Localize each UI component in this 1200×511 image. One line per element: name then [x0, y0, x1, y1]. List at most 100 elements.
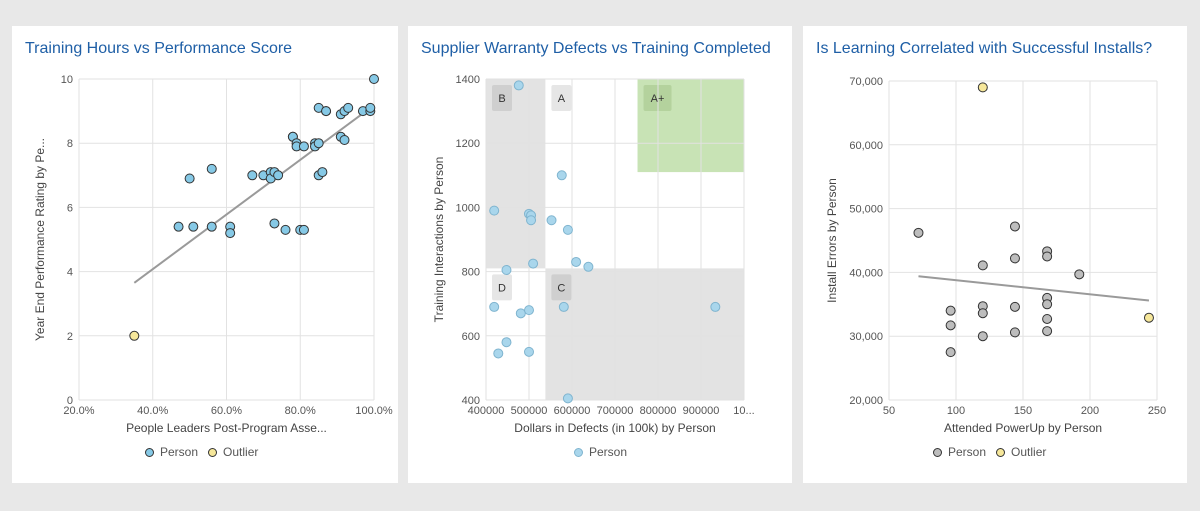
person-point	[945, 347, 956, 358]
x-tick-label: 800000	[640, 405, 677, 417]
legend-person-swatch-icon	[145, 447, 154, 457]
quadrant-label-box	[551, 274, 572, 301]
legend-item-outlier[interactable]: Outlier	[208, 445, 258, 459]
y-tick-label: 30,000	[849, 331, 883, 343]
y-tick-label: 1400	[456, 74, 480, 86]
legend-outlier-label: Outlier	[223, 445, 259, 459]
person-point	[945, 305, 956, 316]
person-point	[298, 224, 309, 235]
y-tick-label: 20,000	[849, 395, 883, 407]
x-axis-title: People Leaders Post-Program Asse...	[126, 421, 327, 435]
person-point	[489, 205, 500, 216]
legend: Person	[574, 445, 627, 459]
y-tick-label: 10	[61, 74, 73, 86]
person-point	[945, 320, 956, 331]
x-tick-label: 50	[883, 405, 895, 417]
x-tick-label: 200	[1081, 405, 1099, 417]
person-point	[343, 102, 354, 113]
quadrant-region	[545, 268, 744, 400]
quadrant-label: C	[557, 282, 565, 294]
person-point	[977, 260, 988, 271]
quadrant-label: D	[498, 282, 506, 294]
y-tick-label: 800	[462, 267, 480, 279]
person-point	[501, 337, 512, 348]
person-point	[493, 348, 504, 359]
outlier-point	[977, 82, 988, 93]
x-tick-label: 60.0%	[211, 405, 242, 417]
person-point	[1074, 269, 1085, 280]
person-point	[1009, 301, 1020, 312]
x-axis-title: Dollars in Defects (in 100k) by Person	[514, 421, 715, 435]
legend-outlier-label: Outlier	[1011, 445, 1047, 459]
scatter-plot-learning-installs: 50 100 150 200 250 20,000 30,000 40,000 50,000 60…	[825, 76, 1166, 435]
scatter-plot-training-hours: 20.0% 40.0% 60.0% 80.0% 100.0% 0 2 4 6 8 10 People …	[33, 74, 393, 435]
x-tick-label: 250	[1148, 405, 1166, 417]
y-tick-label: 1000	[456, 202, 480, 214]
chart-panel-learning-installs: Is Learning Correlated with Successful I…	[803, 26, 1187, 483]
person-point	[524, 305, 534, 316]
person-point	[526, 215, 537, 226]
x-tick-label: 900000	[683, 405, 720, 417]
x-tick-label: 10...	[733, 405, 754, 417]
chart-title: Is Learning Correlated with Successful I…	[816, 40, 1153, 57]
person-point	[1042, 299, 1053, 310]
person-point	[280, 224, 291, 235]
x-tick-label: 700000	[597, 405, 634, 417]
legend-person-swatch-icon	[933, 447, 942, 457]
legend-person-label: Person	[948, 445, 987, 459]
trend-line	[918, 275, 1150, 302]
person-point	[339, 134, 350, 145]
y-axis-title: Training Interactions by Person	[432, 157, 446, 323]
quadrant-label-box	[551, 85, 572, 111]
y-axis-title: Install Errors by Person	[825, 178, 839, 303]
person-point	[317, 167, 328, 178]
person-point	[1042, 326, 1053, 337]
legend-item-person[interactable]: Person	[145, 445, 198, 459]
person-point	[515, 308, 526, 319]
outlier-point	[129, 330, 140, 341]
person-point	[1009, 327, 1020, 338]
x-tick-label: 600000	[554, 405, 591, 417]
x-tick-label: 40.0%	[137, 405, 168, 417]
legend-person-label: Person	[160, 445, 199, 459]
person-point	[298, 141, 309, 152]
person-point	[365, 102, 376, 113]
x-tick-label: 100.0%	[355, 405, 393, 417]
x-tick-label: 150	[1014, 405, 1032, 417]
person-point	[247, 170, 258, 181]
quadrant-label-box	[492, 85, 512, 111]
person-point	[528, 258, 539, 269]
legend: Person Outlier	[933, 445, 1046, 459]
person-point	[501, 264, 512, 275]
quadrant-label: A	[558, 93, 566, 105]
x-tick-label: 80.0%	[285, 405, 316, 417]
x-tick-label: 500000	[511, 405, 548, 417]
person-point	[173, 221, 184, 232]
legend-item-outlier[interactable]: Outlier	[996, 445, 1046, 459]
person-point	[562, 224, 573, 235]
y-tick-label: 1200	[456, 138, 480, 150]
outlier-point	[1143, 312, 1154, 323]
person-point	[977, 308, 988, 319]
person-point	[977, 331, 988, 342]
x-axis-title: Attended PowerUp by Person	[944, 421, 1102, 435]
quadrant-label: B	[498, 93, 505, 105]
y-axis-title: Year End Performance Rating by Pe...	[33, 138, 47, 341]
legend-item-person[interactable]: Person	[574, 445, 627, 459]
y-tick-label: 50,000	[849, 204, 883, 216]
x-tick-label: 20.0%	[63, 405, 94, 417]
person-point	[546, 215, 557, 226]
y-tick-label: 8	[67, 138, 73, 150]
person-point	[558, 301, 569, 312]
y-tick-label: 0	[67, 395, 73, 407]
person-point	[269, 218, 280, 229]
trend-line	[133, 107, 371, 284]
chart-title: Training Hours vs Performance Score	[25, 40, 293, 57]
quadrant-label-box	[492, 274, 512, 301]
person-point	[1042, 313, 1053, 324]
legend: Person Outlier	[145, 445, 258, 459]
chart-panel-training-hours: Training Hours vs Performance Score 20.0…	[12, 26, 398, 483]
person-point	[710, 301, 721, 312]
y-tick-label: 2	[67, 331, 73, 343]
legend-item-person[interactable]: Person	[933, 445, 986, 459]
